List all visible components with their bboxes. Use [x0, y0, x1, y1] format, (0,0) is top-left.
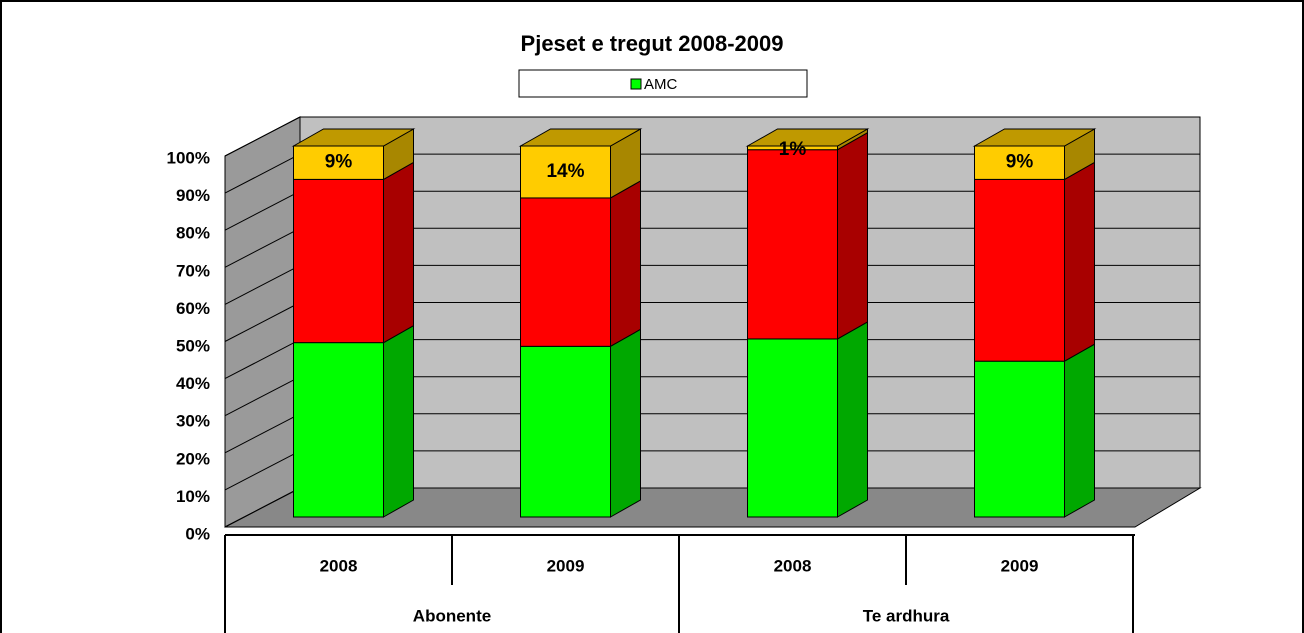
bar-side	[610, 180, 641, 348]
data-label: 1%	[779, 139, 807, 160]
legend	[518, 69, 808, 98]
grid-line-side	[224, 116, 301, 157]
bar-side	[383, 161, 414, 344]
bar	[747, 338, 838, 518]
data-label: 9%	[325, 152, 353, 173]
bar	[974, 145, 1065, 180]
bar	[293, 342, 384, 518]
bar-side	[610, 328, 641, 518]
y-tick-label: 0%	[185, 524, 210, 543]
data-label: 14%	[546, 161, 584, 182]
y-tick-label: 70%	[176, 261, 210, 280]
bar	[747, 149, 838, 340]
bar-top	[745, 128, 870, 147]
bar	[520, 345, 611, 518]
legend-label: AMC	[644, 76, 678, 93]
x-tick-label: 2009	[1001, 556, 1039, 575]
bar	[293, 145, 384, 180]
bar	[293, 178, 384, 344]
bar-side	[837, 321, 868, 518]
y-tick-label: 40%	[176, 374, 210, 393]
bar-side	[383, 324, 414, 518]
bar-top	[972, 128, 1097, 147]
x-tick-label: 2008	[320, 556, 358, 575]
bar-side	[837, 131, 868, 340]
y-tick-label: 90%	[176, 186, 210, 205]
y-tick-label: 10%	[176, 487, 210, 506]
bar-side	[1064, 161, 1095, 363]
y-tick-label: 30%	[176, 412, 210, 431]
group-label: Abonente	[413, 606, 491, 625]
y-tick-label: 80%	[176, 224, 210, 243]
data-label: 9%	[1006, 152, 1034, 173]
y-tick-label: 50%	[176, 336, 210, 355]
bar	[974, 360, 1065, 518]
x-tick-label: 2009	[547, 556, 585, 575]
bar	[520, 197, 611, 347]
y-tick-label: 20%	[176, 449, 210, 468]
bar	[974, 178, 1065, 362]
chart-title: Pjeset e tregut 2008-2009	[521, 31, 784, 56]
bar-side	[1064, 343, 1095, 518]
y-tick-label: 60%	[176, 299, 210, 318]
group-label: Te ardhura	[863, 606, 950, 625]
x-tick-label: 2008	[774, 556, 812, 575]
bar-top	[518, 128, 643, 147]
y-tick-label: 100%	[167, 148, 210, 167]
bar-top	[291, 128, 416, 147]
legend-swatch	[630, 78, 642, 90]
bar	[520, 145, 611, 199]
